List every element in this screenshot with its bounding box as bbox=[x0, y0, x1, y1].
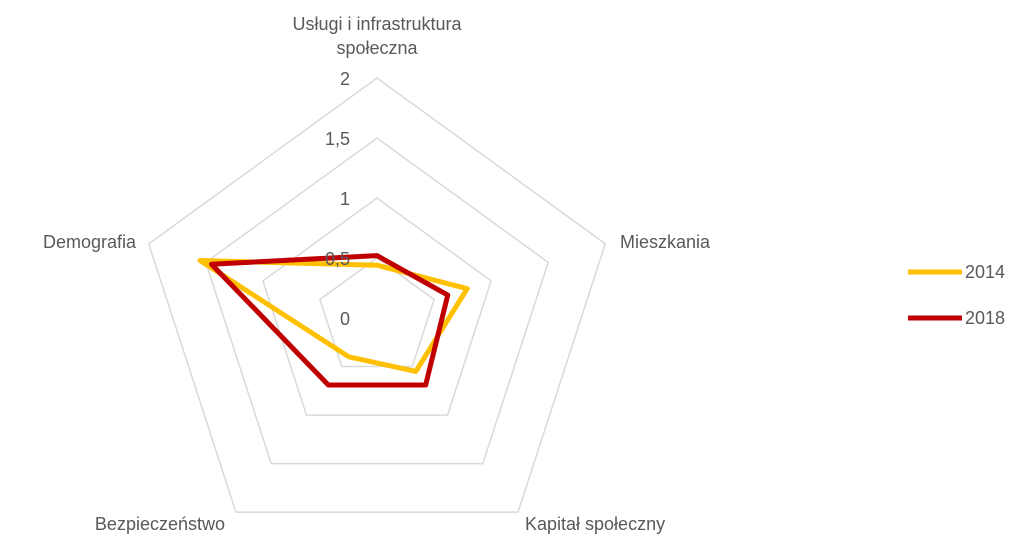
grid-ring bbox=[319, 257, 435, 368]
axis-tick-label: 0,5 bbox=[325, 249, 350, 269]
grid-ring bbox=[261, 197, 493, 416]
category-label: Usługi i infrastruktura społeczna bbox=[292, 14, 462, 58]
axis-tick-label: 1,5 bbox=[325, 129, 350, 149]
axis-tick-label: 0 bbox=[340, 309, 350, 329]
grid-ring bbox=[204, 137, 550, 465]
series-line bbox=[197, 258, 470, 374]
axis-tick-label: 1 bbox=[340, 189, 350, 209]
legend-label: 2018 bbox=[965, 308, 1005, 328]
grid-ring bbox=[147, 77, 607, 513]
category-label: Demografia bbox=[42, 232, 136, 252]
category-label: Mieszkania bbox=[620, 232, 711, 252]
category-label: Kapitał społeczny bbox=[525, 514, 666, 534]
legend-label: 2014 bbox=[965, 262, 1005, 282]
axis-tick-label: 2 bbox=[340, 69, 350, 89]
category-label: Bezpieczeństwo bbox=[94, 514, 225, 534]
series-line bbox=[209, 253, 451, 388]
